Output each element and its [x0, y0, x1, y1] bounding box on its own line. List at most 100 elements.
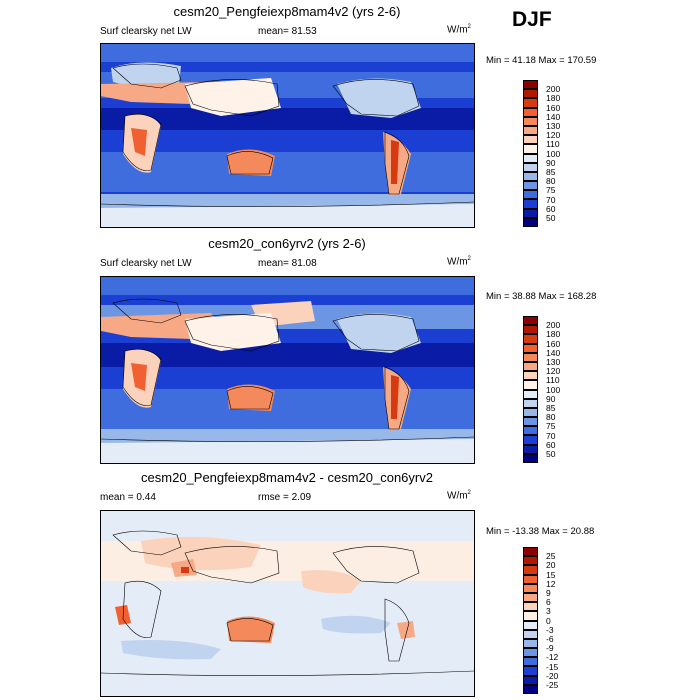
colorbar-tick-label: 9: [546, 588, 551, 598]
colorbar-tick-label: 120: [546, 366, 561, 377]
panel-2-minmax: Min = 38.88 Max = 168.28: [486, 291, 597, 302]
colorbar-swatch: [523, 380, 538, 390]
colorbar-swatch: [523, 657, 538, 667]
colorbar-swatch: [523, 398, 538, 408]
colorbar-tick-label: 50: [546, 449, 556, 459]
colorbar-swatch: [523, 435, 538, 445]
colorbar-swatch: [523, 602, 538, 612]
colorbar-tick-label: 15: [546, 569, 556, 580]
colorbar-swatch: [523, 162, 538, 172]
colorbar-swatch: [523, 89, 538, 99]
colorbar-tick-label: 180: [546, 93, 561, 104]
colorbar-tick-label: -9: [546, 643, 554, 654]
colorbar-tick-label: 180: [546, 329, 561, 340]
colorbar-swatch: [523, 107, 538, 117]
colorbar-swatch: [523, 135, 538, 145]
colorbar-tick-label: 20: [546, 560, 556, 571]
colorbar-swatch: [523, 217, 538, 227]
colorbar-swatch: [523, 417, 538, 427]
colorbar-swatch: [523, 389, 538, 399]
colorbar-swatch: [523, 352, 538, 362]
panel-2-left-label: Surf clearsky net LW: [100, 258, 192, 269]
colorbar-swatch: [523, 361, 538, 372]
colorbar-swatch: [523, 565, 538, 575]
colorbar-tick-label: 140: [546, 347, 561, 358]
panel-3-minmax: Min = -13.38 Max = 20.88: [486, 526, 595, 537]
colorbar-tick-label: 50: [546, 213, 556, 223]
panel-3-colorbar: [523, 547, 538, 694]
colorbar-swatch: [523, 583, 538, 593]
colorbar-tick-label: 130: [546, 121, 561, 131]
colorbar-tick-label: 80: [546, 412, 556, 423]
colorbar-swatch: [523, 444, 538, 454]
colorbar-swatch: [523, 611, 538, 621]
colorbar-swatch: [523, 316, 538, 326]
colorbar-swatch: [523, 153, 538, 163]
colorbar-swatch: [523, 98, 538, 108]
colorbar-tick-label: 160: [546, 102, 561, 113]
colorbar-swatch: [523, 638, 538, 649]
colorbar-swatch: [523, 116, 538, 126]
colorbar-tick-label: 200: [546, 320, 561, 331]
colorbar-tick-label: 25: [546, 551, 556, 562]
colorbar-tick-label: 6: [546, 597, 551, 608]
panel-2-title: cesm20_con6yrv2 (yrs 2-6): [208, 236, 366, 251]
colorbar-tick-label: 85: [546, 167, 556, 177]
colorbar-tick-label: 85: [546, 403, 556, 413]
colorbar-tick-label: 110: [546, 139, 560, 150]
panel-3-units: W/m2: [447, 490, 471, 502]
panel-1-center-label: mean= 81.53: [258, 26, 317, 37]
colorbar-tick-label: 90: [546, 157, 556, 168]
colorbar-tick-label: 200: [546, 84, 561, 95]
colorbar-tick-label: 70: [546, 194, 556, 205]
colorbar-tick-label: 100: [546, 384, 561, 395]
colorbar-tick-label: 110: [546, 375, 560, 386]
season-label: DJF: [512, 8, 552, 31]
colorbar-swatch: [523, 199, 538, 209]
colorbar-swatch: [523, 648, 538, 658]
colorbar-swatch: [523, 171, 538, 182]
colorbar-swatch: [523, 666, 538, 676]
colorbar-swatch: [523, 675, 538, 685]
panel-3-title: cesm20_Pengfeiexp8mam4v2 - cesm20_con6yr…: [141, 470, 433, 485]
colorbar-swatch: [523, 453, 538, 463]
colorbar-swatch: [523, 556, 538, 566]
colorbar-tick-label: 120: [546, 130, 561, 141]
colorbar-tick-label: 75: [546, 185, 556, 196]
panel-1-units: W/m2: [447, 24, 471, 36]
colorbar-tick-label: 80: [546, 176, 556, 187]
colorbar-swatch: [523, 426, 538, 436]
panel-1-colorbar: [523, 80, 538, 227]
colorbar-tick-label: -15: [546, 661, 559, 672]
panel-3-center-label: rmse = 2.09: [258, 492, 312, 503]
colorbar-swatch: [523, 407, 538, 418]
colorbar-swatch: [523, 629, 538, 639]
panel-1-title: cesm20_Pengfeiexp8mam4v2 (yrs 2-6): [173, 4, 401, 19]
colorbar-tick-label: -20: [546, 670, 559, 681]
colorbar-tick-label: -6: [546, 634, 554, 644]
colorbar-tick-label: 130: [546, 357, 561, 367]
colorbar-tick-label: 12: [546, 578, 556, 589]
colorbar-swatch: [523, 190, 538, 200]
colorbar-tick-label: 75: [546, 421, 556, 432]
colorbar-tick-label: 3: [546, 606, 551, 617]
colorbar-swatch: [523, 684, 538, 694]
colorbar-swatch: [523, 144, 538, 154]
colorbar-tick-label: -25: [546, 680, 559, 690]
colorbar-tick-label: -3: [546, 624, 554, 635]
colorbar-tick-label: 60: [546, 203, 556, 214]
colorbar-tick-label: 0: [546, 615, 551, 626]
panel-3-map: [100, 510, 475, 697]
colorbar-tick-label: 90: [546, 393, 556, 404]
colorbar-tick-label: 60: [546, 439, 556, 450]
colorbar-swatch: [523, 371, 538, 381]
panel-1-left-label: Surf clearsky net LW: [100, 26, 192, 37]
panel-2-colorbar: [523, 316, 538, 463]
panel-2-center-label: mean= 81.08: [258, 258, 317, 269]
panel-2-map: [100, 276, 475, 464]
colorbar-swatch: [523, 592, 538, 603]
colorbar-tick-label: 100: [546, 148, 561, 159]
colorbar-swatch: [523, 343, 538, 353]
colorbar-swatch: [523, 125, 538, 136]
panel-2-units: W/m2: [447, 256, 471, 268]
